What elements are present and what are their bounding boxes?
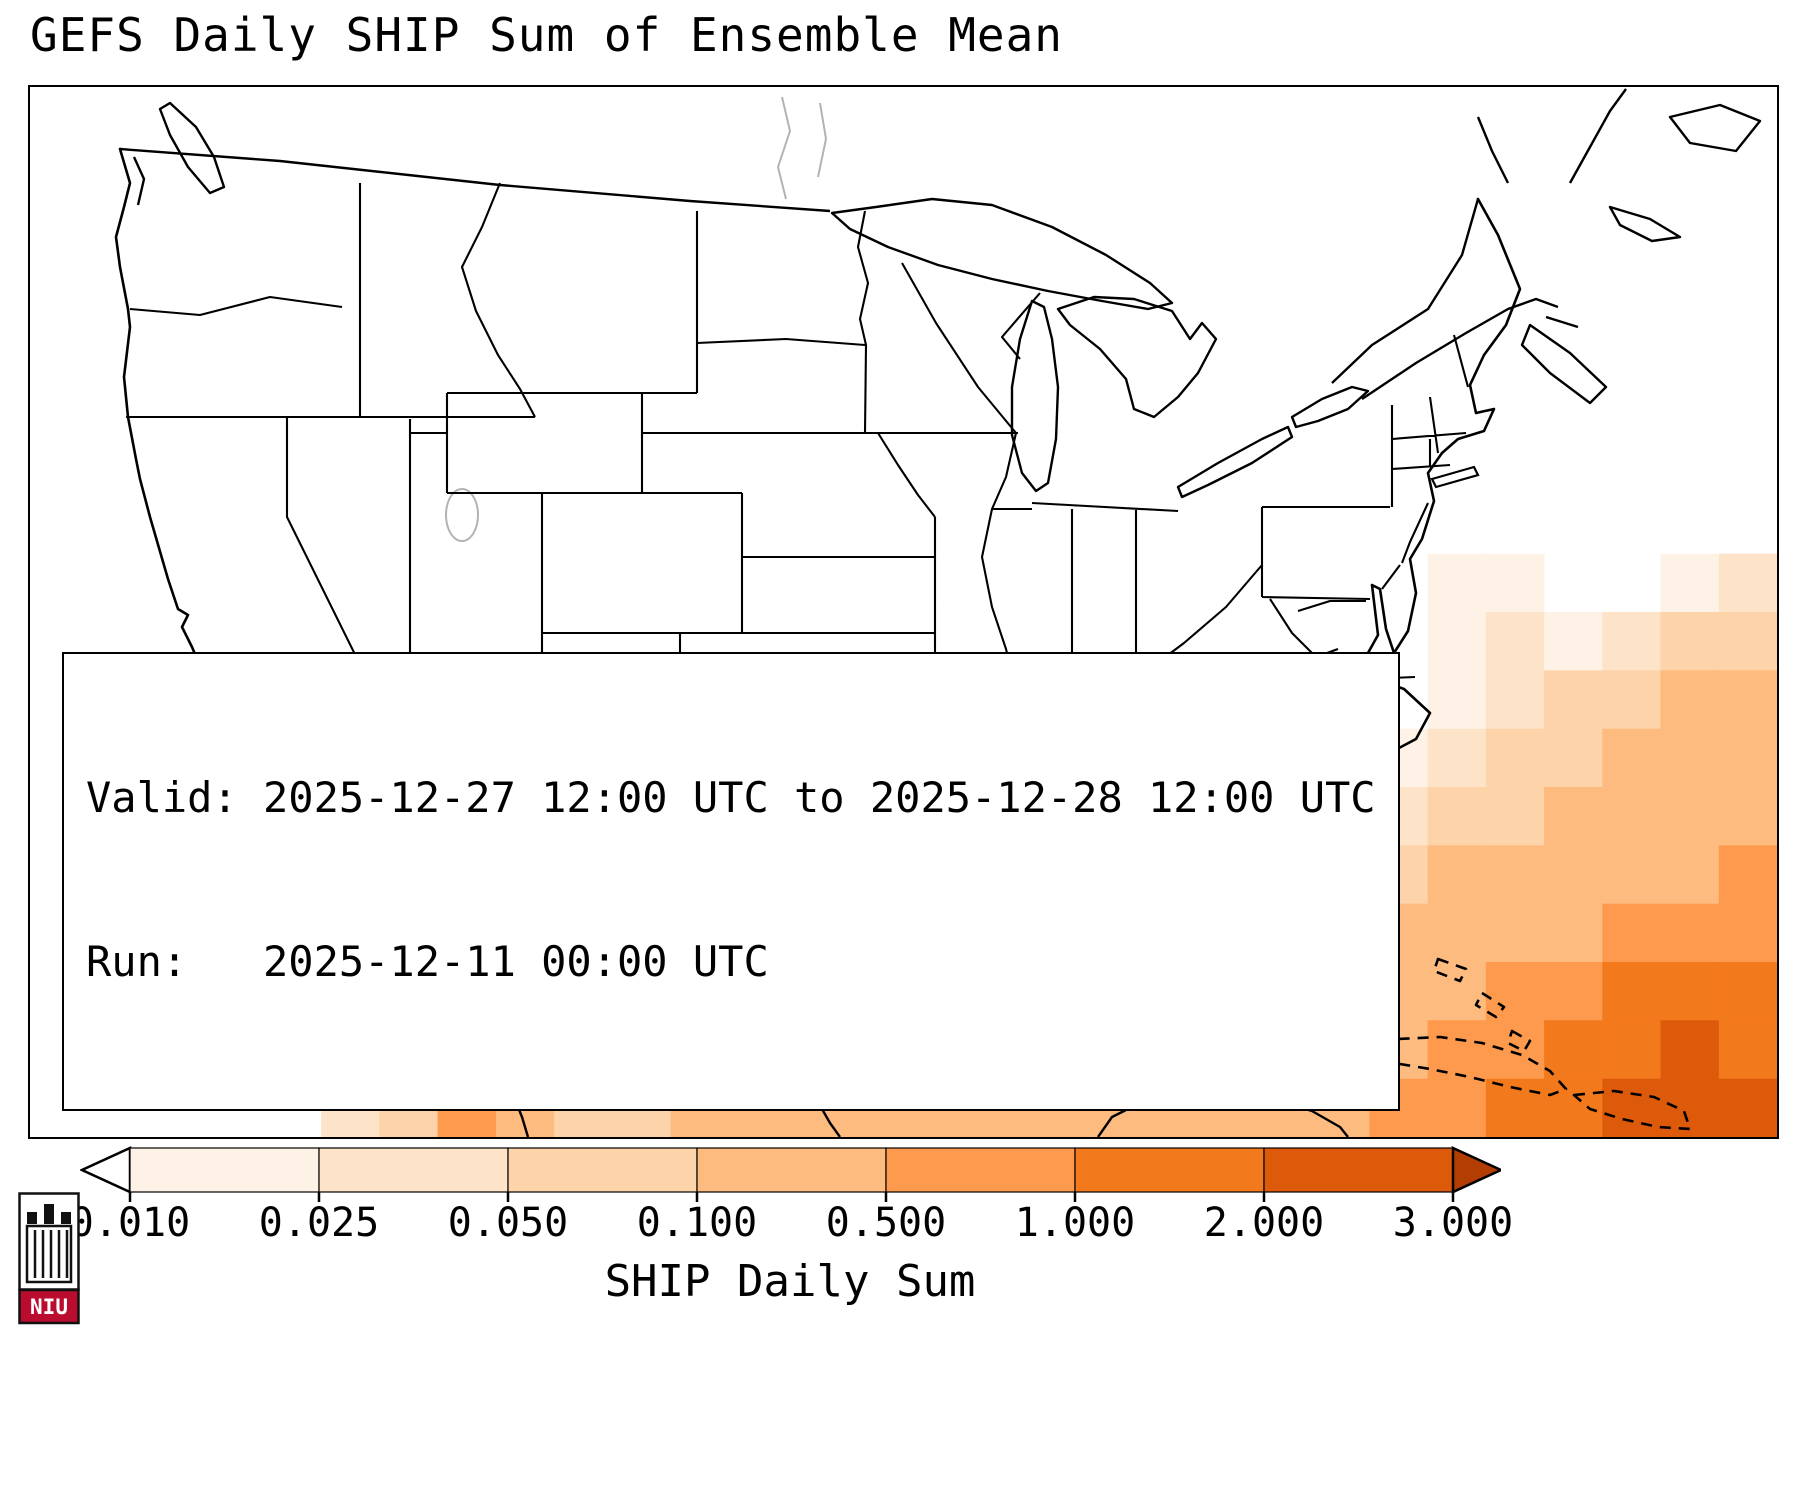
map-frame: Valid: 2025-12-27 12:00 UTC to 2025-12-2… <box>28 85 1779 1139</box>
cuba-outline <box>1360 1035 1568 1097</box>
colorbar-segment <box>129 1147 320 1193</box>
colorbar-segment <box>1263 1147 1454 1193</box>
ship-grid-cell <box>1485 670 1545 730</box>
ship-grid-cell <box>1660 962 1720 1021</box>
ship-grid-cell <box>1485 787 1545 846</box>
colorbar-tick-label: 0.010 <box>69 1200 191 1246</box>
ship-grid-cell <box>1718 670 1777 730</box>
ship-grid-cell <box>1427 787 1487 846</box>
castle-icon <box>27 1204 71 1224</box>
colorbar-tick-label: 0.025 <box>258 1200 380 1246</box>
ship-grid-cell <box>1660 728 1720 788</box>
valid-text: Valid: 2025-12-27 12:00 UTC to 2025-12-2… <box>86 773 1376 823</box>
info-box: Valid: 2025-12-27 12:00 UTC to 2025-12-2… <box>62 652 1400 1111</box>
colorbar-segment <box>318 1147 509 1193</box>
ship-grid-cell <box>1485 553 1545 613</box>
ship-grid-cell <box>1602 845 1662 905</box>
ship-grid-cell <box>1485 903 1545 963</box>
ship-grid-cell <box>1427 845 1487 905</box>
ship-grid-cell <box>1544 1020 1603 1080</box>
ship-grid-cell <box>1602 903 1662 963</box>
ship-grid-cell <box>1427 962 1487 1021</box>
ship-grid-cell <box>1660 787 1720 846</box>
ship-grid-cell <box>1602 787 1662 846</box>
niu-logo-art: NIU <box>18 1192 80 1325</box>
run-text: Run: 2025-12-11 00:00 UTC <box>86 937 769 987</box>
ship-grid-cell <box>1485 845 1545 905</box>
ship-grid-cell <box>1544 612 1603 671</box>
ship-grid-cell <box>1718 1078 1777 1137</box>
colorbar-svg <box>80 1146 1501 1202</box>
ship-grid-cell <box>1544 728 1603 788</box>
ship-grid-cell <box>1544 670 1603 730</box>
ship-grid-cell <box>1602 612 1662 671</box>
ship-grid-cell <box>1544 903 1603 963</box>
colorbar-title: SHIP Daily Sum <box>604 1256 976 1307</box>
colorbar-segment <box>507 1147 698 1193</box>
colorbar-segment <box>1074 1147 1265 1193</box>
caribbean-islands-dashed <box>1360 957 1692 1131</box>
ship-grid-cell <box>1602 670 1662 730</box>
ship-grid-cell <box>1718 787 1777 846</box>
ship-grid-cell <box>1718 903 1777 963</box>
ship-grid-cell <box>1544 962 1603 1021</box>
ship-grid-cell <box>1485 728 1545 788</box>
colorbar-over-arrow <box>1451 1146 1501 1194</box>
ship-grid-cell <box>1427 553 1487 613</box>
ship-grid-cell <box>1485 612 1545 671</box>
ship-grid-cell <box>1427 1078 1487 1137</box>
niu-logo: NIU <box>18 1192 80 1326</box>
ship-grid-cell <box>1660 612 1720 671</box>
ship-grid-cell <box>1660 553 1720 613</box>
canada-outline <box>119 88 1762 405</box>
colorbar-segment <box>885 1147 1076 1193</box>
colorbar-tick-label: 0.100 <box>636 1200 758 1246</box>
colorbar-tick-label: 1.000 <box>1014 1200 1136 1246</box>
ship-grid-cell <box>1718 728 1777 788</box>
ship-grid-cell <box>1718 1020 1777 1080</box>
ship-grid-cell <box>1544 787 1603 846</box>
ship-grid-cell <box>1602 1078 1662 1137</box>
colorbar <box>80 1146 1501 1206</box>
long-island <box>1430 465 1480 489</box>
colorbar-tick-label: 0.050 <box>447 1200 569 1246</box>
colorbar-under-arrow <box>80 1146 132 1194</box>
bahamas-outline <box>1432 957 1532 1053</box>
ship-grid-cell <box>1660 670 1720 730</box>
portcullis-bars <box>33 1230 69 1278</box>
great-lakes <box>830 197 1370 499</box>
colorbar-ticks: 0.010 0.025 0.050 0.100 0.500 1.000 2.000 3.000 <box>0 1200 1803 1250</box>
ship-grid-cell <box>1660 1020 1720 1080</box>
ship-grid-cell <box>1602 1020 1662 1080</box>
ship-grid-cell <box>1602 728 1662 788</box>
colorbar-segment <box>696 1147 887 1193</box>
ship-grid-cell <box>1485 1020 1545 1080</box>
niu-logo-text: NIU <box>30 1295 68 1319</box>
ship-grid-cell <box>1427 1020 1487 1080</box>
ship-grid-cell <box>1660 845 1720 905</box>
ship-grid-cell <box>1544 845 1603 905</box>
ship-grid-cell <box>1427 670 1487 730</box>
colorbar-tick-label: 3.000 <box>1392 1200 1514 1246</box>
colorbar-tick-label: 2.000 <box>1203 1200 1325 1246</box>
ship-grid-cell <box>1544 1078 1603 1137</box>
ship-grid-cell <box>1718 612 1777 671</box>
ship-grid-cell <box>1718 962 1777 1021</box>
ship-grid-cell <box>1602 962 1662 1021</box>
page-title: GEFS Daily SHIP Sum of Ensemble Mean <box>30 8 1063 62</box>
ship-grid-cell <box>1427 728 1487 788</box>
ship-grid-cell <box>1660 903 1720 963</box>
ship-grid-cell <box>1427 612 1487 671</box>
ship-grid-cell <box>1485 962 1545 1021</box>
ship-grid-cell <box>1427 903 1487 963</box>
ship-grid-cell <box>1718 553 1777 613</box>
colorbar-tick-label: 0.500 <box>825 1200 947 1246</box>
ship-grid-cell <box>1718 845 1777 905</box>
